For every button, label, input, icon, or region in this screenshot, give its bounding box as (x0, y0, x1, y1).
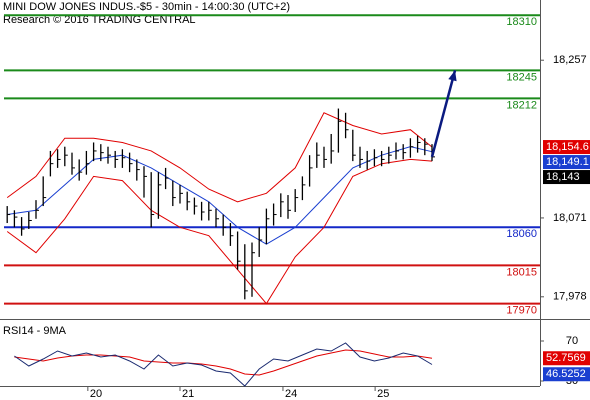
price-tag (543, 155, 590, 170)
x-tick-label: 24 (285, 388, 297, 400)
level-label: 18310 (506, 16, 537, 28)
x-tick-label: 20 (90, 388, 102, 400)
y-tick-label: 18,071 (553, 212, 587, 224)
level-label: 17970 (506, 304, 537, 316)
upper-band (6, 112, 433, 203)
price-tag (543, 170, 590, 185)
price-tag-label: 18,149.1 (546, 156, 589, 168)
price-tag (543, 140, 590, 155)
x-tick-label: 21 (182, 388, 194, 400)
lower-band (6, 158, 433, 305)
level-label: 18015 (506, 266, 537, 278)
rsi-line (14, 342, 433, 387)
price-tag-label: 18,154.6 (546, 141, 589, 153)
rsi-tag-label: 46.5252 (546, 368, 586, 380)
arrow-head (448, 70, 457, 82)
level-label: 18245 (506, 71, 537, 83)
rsi-y-tick-label: 70 (566, 335, 578, 347)
rsi-ma-line (14, 349, 433, 376)
chart-subtitle: Research © 2016 TRADING CENTRAL (3, 14, 196, 26)
rsi-tag-label: 52.7569 (546, 352, 586, 364)
x-tick-label: 25 (377, 388, 389, 400)
level-label: 18060 (506, 228, 537, 240)
chart-title: MINI DOW JONES INDUS.-$5 - 30min - 14:00… (3, 1, 290, 13)
price-tag-label: 18,143 (546, 171, 580, 183)
rsi-tag (543, 351, 590, 366)
level-label: 18212 (506, 99, 537, 111)
rsi-tag (543, 367, 590, 382)
rsi-title: RSI14 - 9MA (3, 325, 67, 337)
y-tick-label: 17,978 (553, 291, 587, 303)
forecast-arrow (430, 70, 457, 158)
y-tick-label: 18,257 (553, 54, 587, 66)
